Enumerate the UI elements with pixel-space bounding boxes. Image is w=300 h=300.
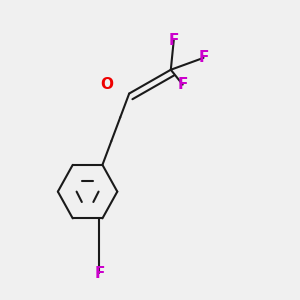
Text: F: F xyxy=(94,266,105,281)
Text: F: F xyxy=(169,32,179,47)
Text: O: O xyxy=(100,77,113,92)
Text: F: F xyxy=(198,50,209,65)
Text: F: F xyxy=(178,77,188,92)
